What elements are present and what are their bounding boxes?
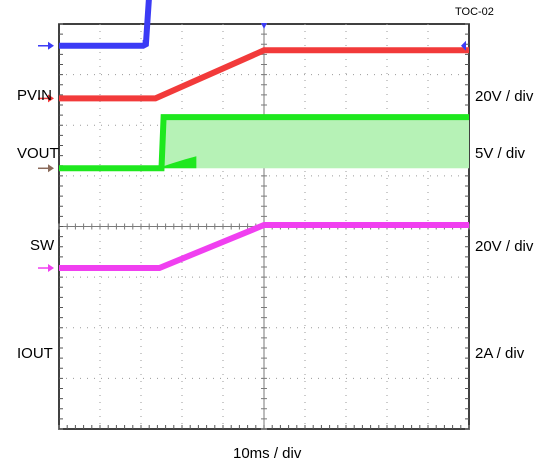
channel-label-sw: SW bbox=[30, 237, 55, 254]
channel-label-pvin: PVIN bbox=[17, 87, 53, 104]
trace-sw bbox=[59, 114, 469, 172]
channel-marker-head-vout bbox=[48, 94, 54, 103]
trace-vout bbox=[59, 47, 469, 102]
trigger-edge-marker: Ũ bbox=[142, 37, 149, 50]
sw-switching-envelope bbox=[163, 117, 470, 169]
x-axis-label: 10ms / div bbox=[233, 445, 302, 462]
figure-id: TOC-02 bbox=[455, 6, 494, 18]
trigger-level-marker bbox=[461, 40, 466, 51]
trace-pvin bbox=[59, 0, 152, 49]
sw-startup-burst bbox=[157, 156, 197, 169]
scale-label-vout: 5V / div bbox=[475, 145, 526, 162]
scale-label-sw: 20V / div bbox=[475, 238, 534, 255]
channel-marker-head-sw bbox=[48, 164, 54, 173]
channel-label-iout: IOUT bbox=[17, 345, 53, 362]
trace-iout bbox=[59, 222, 469, 271]
channel-marker-head-iout bbox=[48, 264, 54, 273]
trigger-position-marker bbox=[261, 23, 267, 29]
channel-label-vout: VOUT bbox=[17, 145, 59, 162]
channel-marker-head-pvin bbox=[48, 41, 54, 50]
scale-label-iout: 2A / div bbox=[475, 345, 525, 362]
scale-label-pvin: 20V / div bbox=[475, 88, 534, 105]
